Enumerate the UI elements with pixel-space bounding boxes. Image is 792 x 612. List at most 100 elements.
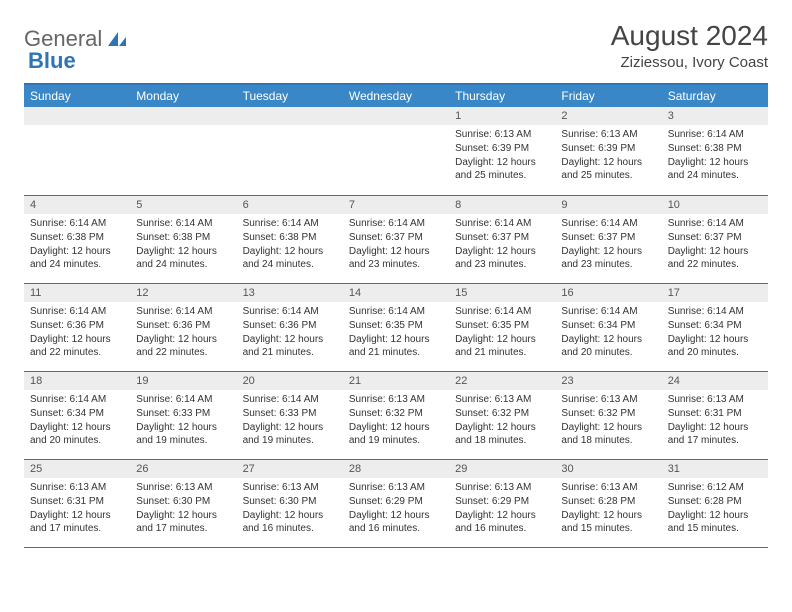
day-header: Thursday — [449, 84, 555, 107]
daylight-line: Daylight: 12 hours and 17 minutes. — [30, 509, 124, 535]
day-number: 22 — [449, 372, 555, 390]
sunrise-line: Sunrise: 6:13 AM — [455, 481, 549, 494]
sunset-line: Sunset: 6:29 PM — [349, 495, 443, 508]
calendar-cell: 24Sunrise: 6:13 AMSunset: 6:31 PMDayligh… — [662, 371, 768, 459]
day-info: Sunrise: 6:13 AMSunset: 6:32 PMDaylight:… — [449, 390, 555, 452]
sunrise-line: Sunrise: 6:13 AM — [349, 393, 443, 406]
calendar-cell: 22Sunrise: 6:13 AMSunset: 6:32 PMDayligh… — [449, 371, 555, 459]
daylight-line: Daylight: 12 hours and 23 minutes. — [455, 245, 549, 271]
calendar-cell: 9Sunrise: 6:14 AMSunset: 6:37 PMDaylight… — [555, 195, 661, 283]
sunset-line: Sunset: 6:32 PM — [349, 407, 443, 420]
daylight-line: Daylight: 12 hours and 15 minutes. — [561, 509, 655, 535]
sunrise-line: Sunrise: 6:14 AM — [668, 128, 762, 141]
calendar-cell: 3Sunrise: 6:14 AMSunset: 6:38 PMDaylight… — [662, 107, 768, 195]
sunset-line: Sunset: 6:33 PM — [243, 407, 337, 420]
day-header: Friday — [555, 84, 661, 107]
daylight-line: Daylight: 12 hours and 18 minutes. — [561, 421, 655, 447]
day-info: Sunrise: 6:14 AMSunset: 6:36 PMDaylight:… — [130, 302, 236, 364]
sunset-line: Sunset: 6:34 PM — [561, 319, 655, 332]
sunrise-line: Sunrise: 6:14 AM — [30, 393, 124, 406]
day-info: Sunrise: 6:14 AMSunset: 6:38 PMDaylight:… — [130, 214, 236, 276]
day-info: Sunrise: 6:13 AMSunset: 6:39 PMDaylight:… — [555, 125, 661, 187]
day-number-empty — [130, 107, 236, 125]
day-info: Sunrise: 6:14 AMSunset: 6:34 PMDaylight:… — [555, 302, 661, 364]
day-info: Sunrise: 6:14 AMSunset: 6:37 PMDaylight:… — [343, 214, 449, 276]
calendar-row: 11Sunrise: 6:14 AMSunset: 6:36 PMDayligh… — [24, 283, 768, 371]
sunrise-line: Sunrise: 6:14 AM — [455, 305, 549, 318]
sunrise-line: Sunrise: 6:14 AM — [349, 217, 443, 230]
sunset-line: Sunset: 6:37 PM — [349, 231, 443, 244]
sunset-line: Sunset: 6:33 PM — [136, 407, 230, 420]
header: General August 2024 Ziziessou, Ivory Coa… — [24, 20, 768, 71]
sunrise-line: Sunrise: 6:13 AM — [455, 128, 549, 141]
calendar-cell: 11Sunrise: 6:14 AMSunset: 6:36 PMDayligh… — [24, 283, 130, 371]
day-info: Sunrise: 6:14 AMSunset: 6:35 PMDaylight:… — [449, 302, 555, 364]
sunset-line: Sunset: 6:38 PM — [668, 142, 762, 155]
day-info: Sunrise: 6:14 AMSunset: 6:36 PMDaylight:… — [24, 302, 130, 364]
sunrise-line: Sunrise: 6:14 AM — [243, 217, 337, 230]
day-info: Sunrise: 6:13 AMSunset: 6:29 PMDaylight:… — [343, 478, 449, 540]
daylight-line: Daylight: 12 hours and 21 minutes. — [243, 333, 337, 359]
daylight-line: Daylight: 12 hours and 22 minutes. — [136, 333, 230, 359]
daylight-line: Daylight: 12 hours and 17 minutes. — [668, 421, 762, 447]
calendar-cell: 27Sunrise: 6:13 AMSunset: 6:30 PMDayligh… — [237, 459, 343, 547]
day-number: 20 — [237, 372, 343, 390]
sunset-line: Sunset: 6:35 PM — [455, 319, 549, 332]
day-info: Sunrise: 6:14 AMSunset: 6:33 PMDaylight:… — [130, 390, 236, 452]
calendar-cell: 20 Sunrise: 6:14 AMSunset: 6:33 PMDayligh… — [237, 371, 343, 459]
day-number: 29 — [449, 460, 555, 478]
sunrise-line: Sunrise: 6:13 AM — [561, 128, 655, 141]
daylight-line: Daylight: 12 hours and 22 minutes. — [30, 333, 124, 359]
calendar-cell: 31Sunrise: 6:12 AMSunset: 6:28 PMDayligh… — [662, 459, 768, 547]
calendar-cell: 16Sunrise: 6:14 AMSunset: 6:34 PMDayligh… — [555, 283, 661, 371]
day-number: 26 — [130, 460, 236, 478]
sunrise-line: Sunrise: 6:14 AM — [136, 393, 230, 406]
sunset-line: Sunset: 6:39 PM — [455, 142, 549, 155]
day-number: 11 — [24, 284, 130, 302]
calendar-head: SundayMondayTuesdayWednesdayThursdayFrid… — [24, 84, 768, 107]
daylight-line: Daylight: 12 hours and 19 minutes. — [243, 421, 337, 447]
sunrise-line: Sunrise: 6:14 AM — [243, 393, 337, 406]
calendar-cell: 19Sunrise: 6:14 AMSunset: 6:33 PMDayligh… — [130, 371, 236, 459]
calendar-row: 18Sunrise: 6:14 AMSunset: 6:34 PMDayligh… — [24, 371, 768, 459]
sunrise-line: Sunrise: 6:14 AM — [668, 305, 762, 318]
day-number: 31 — [662, 460, 768, 478]
calendar-cell: 21Sunrise: 6:13 AMSunset: 6:32 PMDayligh… — [343, 371, 449, 459]
daylight-line: Daylight: 12 hours and 25 minutes. — [561, 156, 655, 182]
calendar-cell: 1Sunrise: 6:13 AMSunset: 6:39 PMDaylight… — [449, 107, 555, 195]
sunset-line: Sunset: 6:38 PM — [136, 231, 230, 244]
logo-line2: Blue — [26, 48, 76, 74]
day-info: Sunrise: 6:14 AMSunset: 6:34 PMDaylight:… — [662, 302, 768, 364]
calendar-cell: 10Sunrise: 6:14 AMSunset: 6:37 PMDayligh… — [662, 195, 768, 283]
daylight-line: Daylight: 12 hours and 21 minutes. — [455, 333, 549, 359]
daylight-line: Daylight: 12 hours and 16 minutes. — [455, 509, 549, 535]
sunrise-line: Sunrise: 6:14 AM — [349, 305, 443, 318]
calendar-cell — [237, 107, 343, 195]
calendar-cell: 12Sunrise: 6:14 AMSunset: 6:36 PMDayligh… — [130, 283, 236, 371]
day-info: Sunrise: 6:14 AMSunset: 6:34 PMDaylight:… — [24, 390, 130, 452]
day-number-empty — [343, 107, 449, 125]
day-info: Sunrise: 6:14 AMSunset: 6:38 PMDaylight:… — [24, 214, 130, 276]
calendar-cell: 15Sunrise: 6:14 AMSunset: 6:35 PMDayligh… — [449, 283, 555, 371]
sunrise-line: Sunrise: 6:14 AM — [243, 305, 337, 318]
calendar-cell: 6Sunrise: 6:14 AMSunset: 6:38 PMDaylight… — [237, 195, 343, 283]
daylight-line: Daylight: 12 hours and 21 minutes. — [349, 333, 443, 359]
calendar-cell: 4Sunrise: 6:14 AMSunset: 6:38 PMDaylight… — [24, 195, 130, 283]
calendar-row: 1Sunrise: 6:13 AMSunset: 6:39 PMDaylight… — [24, 107, 768, 195]
sunset-line: Sunset: 6:30 PM — [243, 495, 337, 508]
day-number: 7 — [343, 196, 449, 214]
daylight-line: Daylight: 12 hours and 24 minutes. — [136, 245, 230, 271]
daylight-line: Daylight: 12 hours and 16 minutes. — [243, 509, 337, 535]
day-number: 16 — [555, 284, 661, 302]
sunset-line: Sunset: 6:36 PM — [243, 319, 337, 332]
sunrise-line: Sunrise: 6:13 AM — [561, 393, 655, 406]
sunrise-line: Sunrise: 6:13 AM — [136, 481, 230, 494]
daylight-line: Daylight: 12 hours and 20 minutes. — [668, 333, 762, 359]
calendar-cell: 17Sunrise: 6:14 AMSunset: 6:34 PMDayligh… — [662, 283, 768, 371]
calendar-cell: 13Sunrise: 6:14 AMSunset: 6:36 PMDayligh… — [237, 283, 343, 371]
day-header: Wednesday — [343, 84, 449, 107]
sunrise-line: Sunrise: 6:14 AM — [30, 305, 124, 318]
calendar-cell: 2Sunrise: 6:13 AMSunset: 6:39 PMDaylight… — [555, 107, 661, 195]
sunset-line: Sunset: 6:37 PM — [561, 231, 655, 244]
calendar-cell: 8Sunrise: 6:14 AMSunset: 6:37 PMDaylight… — [449, 195, 555, 283]
